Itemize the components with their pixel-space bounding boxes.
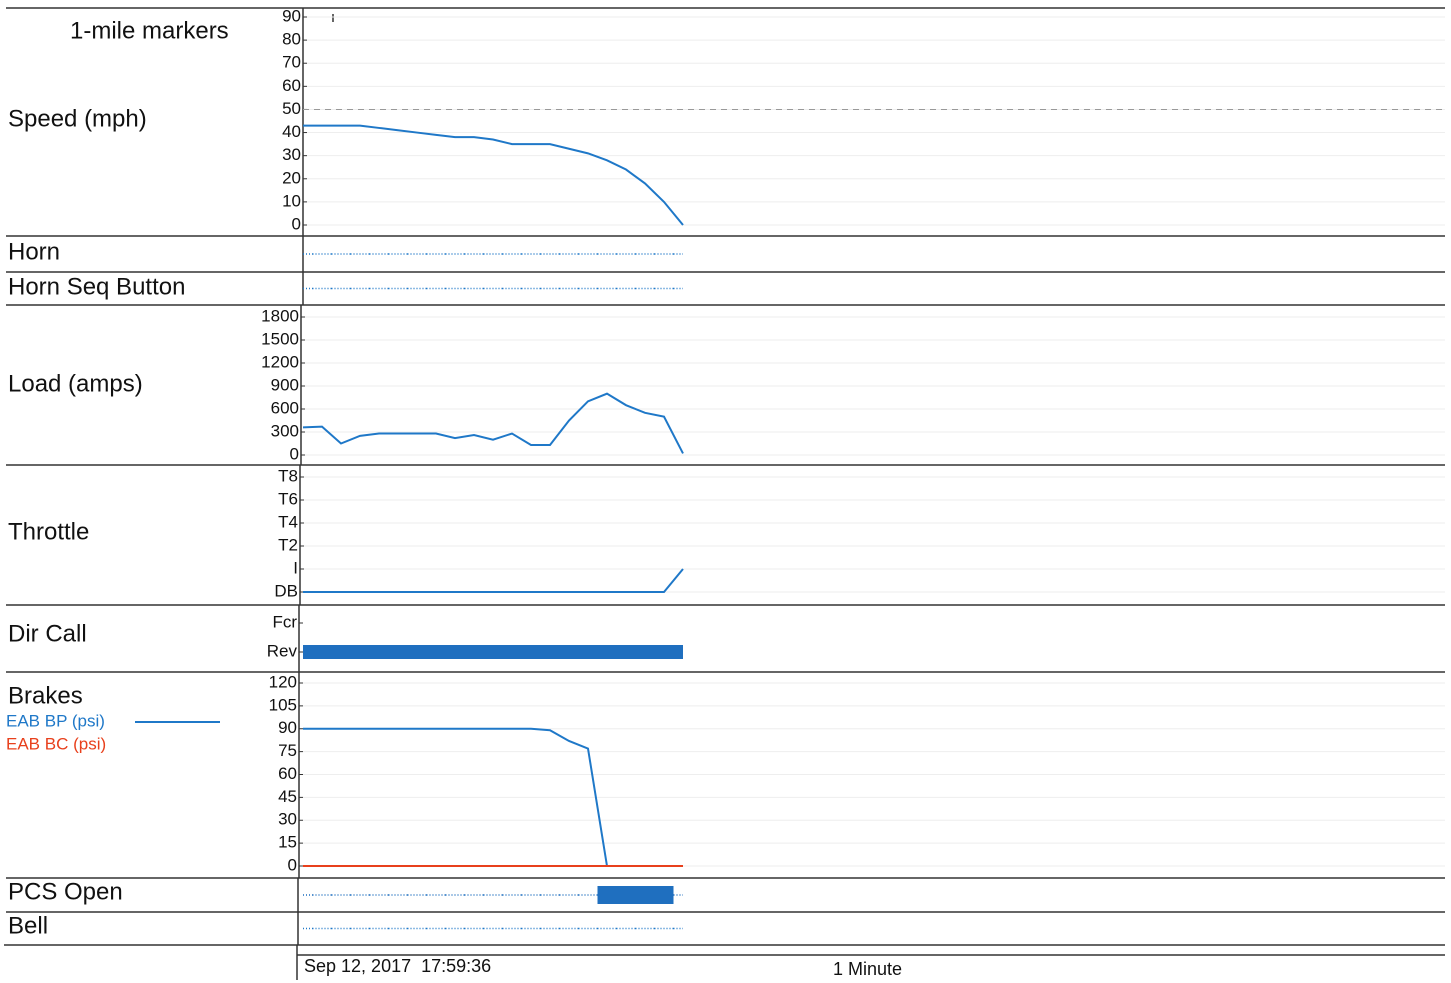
y-tick-label: 60 [282,76,301,95]
y-tick-label: Fcr [272,612,297,631]
y-tick-label: 40 [282,122,301,141]
state-bar [445,645,465,659]
state-bar [426,645,446,659]
series-line [302,392,684,454]
panel-label: Bell [8,912,48,939]
state-bar [654,645,674,659]
y-tick-label: Rev [267,641,298,660]
state-bar [369,645,389,659]
y-tick-label: T6 [278,489,298,508]
panel-label: Load (amps) [8,370,143,397]
state-bar [350,645,370,659]
y-tick-label: 10 [282,191,301,210]
state-bar [331,645,351,659]
y-tick-label: 120 [269,672,297,691]
legend-label: EAB BC (psi) [6,734,106,753]
series-line [303,568,684,593]
y-tick-label: 600 [271,398,299,417]
panel-label: Speed (mph) [8,105,147,132]
y-tick-label: 15 [278,833,297,852]
state-bar [597,886,617,904]
y-tick-label: 90 [282,6,301,25]
y-tick-label: T8 [278,466,298,485]
state-bar [673,645,683,659]
y-tick-label: 0 [290,444,299,463]
panel-label: Dir Call [8,620,87,647]
y-tick-label: 30 [278,810,297,829]
panel-label: Brakes [8,682,83,709]
y-tick-label: 1800 [261,306,299,325]
y-tick-label: 30 [282,145,301,164]
y-tick-label: I [293,558,298,577]
state-bar [312,645,332,659]
y-tick-label: 900 [271,375,299,394]
time-scale: 1 Minute [833,959,902,979]
state-bar [483,645,503,659]
series-line [303,124,684,226]
state-bar [654,886,674,904]
y-tick-label: 300 [271,421,299,440]
state-bar [635,645,655,659]
y-tick-label: 60 [278,764,297,783]
start-time: Sep 12, 2017 17:59:36 [304,956,491,976]
state-bar [616,645,636,659]
state-bar [540,645,560,659]
state-bar [559,645,579,659]
state-bar [502,645,522,659]
y-tick-label: 80 [282,30,301,49]
y-tick-label: 105 [269,695,297,714]
y-tick-label: 70 [282,53,301,72]
state-bar [407,645,427,659]
panel-label: Throttle [8,518,89,545]
y-tick-label: 50 [282,99,301,118]
state-bar [464,645,484,659]
state-bar [616,886,636,904]
panel-label: PCS Open [8,878,123,905]
state-bar [303,645,313,659]
state-bar [635,886,655,904]
panel-label: Horn [8,238,60,265]
state-bar [597,645,617,659]
y-tick-label: 20 [282,168,301,187]
state-bar [578,645,598,659]
y-tick-label: 1500 [261,329,299,348]
y-tick-label: 1200 [261,352,299,371]
y-tick-label: DB [274,581,298,600]
state-bar [521,645,541,659]
legend-label: EAB BP (psi) [6,711,105,730]
y-tick-label: 0 [288,855,297,874]
y-tick-label: 0 [292,214,301,233]
y-tick-label: 45 [278,787,297,806]
y-tick-label: T2 [278,535,298,554]
y-tick-label: 75 [278,741,297,760]
panel-label: Horn Seq Button [8,273,185,300]
annotation: 1-mile markers [70,17,229,44]
y-tick-label: 90 [278,718,297,737]
y-tick-label: T4 [278,512,298,531]
state-bar [388,645,408,659]
